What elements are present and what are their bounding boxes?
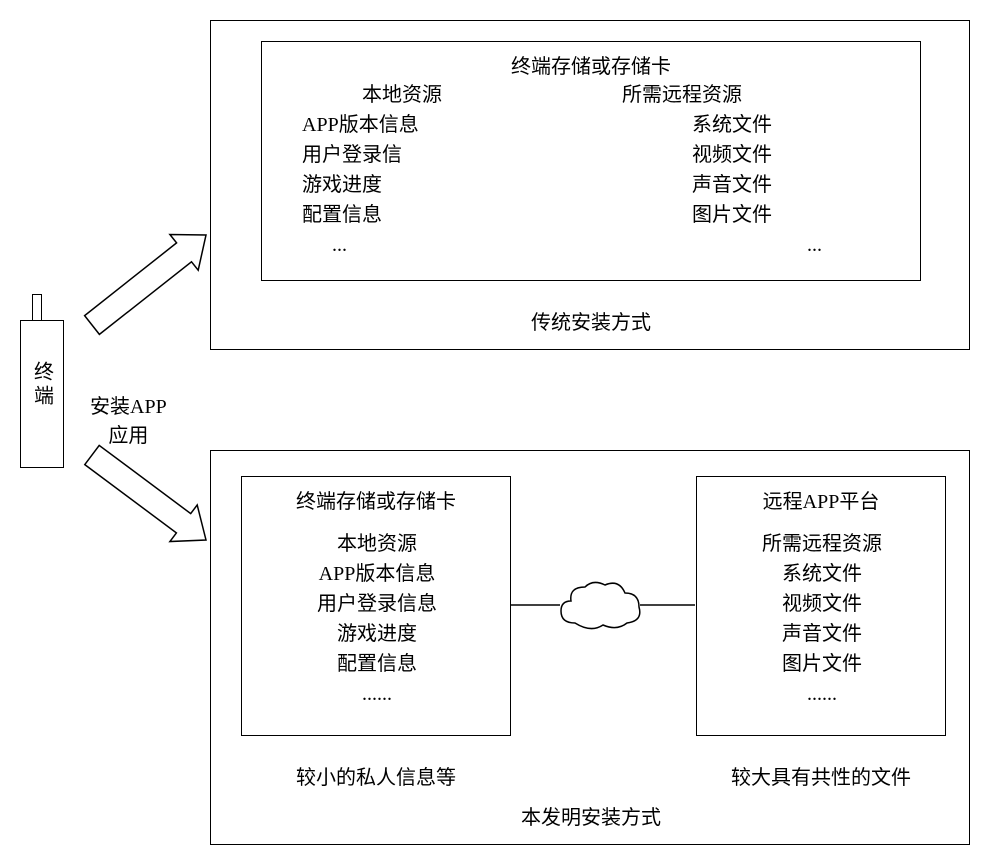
terminal-antenna: [32, 294, 42, 320]
cloud-icon: [555, 575, 645, 637]
upper-inner-panel: 终端存储或存储卡 本地资源APP版本信息用户登录信游戏进度配置信息... 所需远…: [261, 41, 921, 281]
list-item: ......: [697, 679, 947, 709]
lower-left-title: 终端存储或存储卡: [242, 485, 510, 514]
list-item: 图片文件: [622, 200, 842, 230]
lower-caption: 本发明安装方式: [211, 801, 971, 830]
list-item: 本地资源: [302, 80, 502, 110]
lower-right-column: 所需远程资源系统文件视频文件声音文件图片文件......: [697, 529, 947, 709]
install-label-line1: 安装APP: [90, 390, 167, 419]
list-item: 游戏进度: [242, 619, 512, 649]
list-item: APP版本信息: [302, 110, 502, 140]
terminal-box: 终端: [20, 320, 64, 468]
upper-caption: 传统安装方式: [211, 306, 971, 335]
list-item: 配置信息: [242, 649, 512, 679]
list-item: 所需远程资源: [622, 80, 842, 110]
list-item: 用户登录信: [302, 140, 502, 170]
list-item: 配置信息: [302, 200, 502, 230]
list-item: 所需远程资源: [697, 529, 947, 559]
upper-panel: 终端存储或存储卡 本地资源APP版本信息用户登录信游戏进度配置信息... 所需远…: [210, 20, 970, 350]
list-item: 声音文件: [697, 619, 947, 649]
list-item: ......: [242, 679, 512, 709]
list-item: 用户登录信息: [242, 589, 512, 619]
list-item: 系统文件: [697, 559, 947, 589]
list-item: APP版本信息: [242, 559, 512, 589]
list-item: ...: [302, 230, 502, 260]
lower-right-subcaption: 较大具有共性的文件: [696, 761, 946, 790]
upper-right-column: 所需远程资源系统文件视频文件声音文件图片文件...: [622, 80, 842, 260]
upper-left-column: 本地资源APP版本信息用户登录信游戏进度配置信息...: [302, 80, 502, 260]
lower-right-title: 远程APP平台: [697, 485, 945, 514]
lower-panel: 终端存储或存储卡 本地资源APP版本信息用户登录信息游戏进度配置信息......…: [210, 450, 970, 845]
terminal-label: 终端: [28, 361, 57, 409]
list-item: 图片文件: [697, 649, 947, 679]
list-item: ...: [622, 230, 842, 260]
list-item: 本地资源: [242, 529, 512, 559]
list-item: 游戏进度: [302, 170, 502, 200]
lower-left-inner: 终端存储或存储卡 本地资源APP版本信息用户登录信息游戏进度配置信息......: [241, 476, 511, 736]
list-item: 系统文件: [622, 110, 842, 140]
list-item: 声音文件: [622, 170, 842, 200]
upper-title: 终端存储或存储卡: [262, 50, 920, 79]
lower-left-column: 本地资源APP版本信息用户登录信息游戏进度配置信息......: [242, 529, 512, 709]
lower-left-subcaption: 较小的私人信息等: [241, 761, 511, 790]
lower-right-inner: 远程APP平台 所需远程资源系统文件视频文件声音文件图片文件......: [696, 476, 946, 736]
list-item: 视频文件: [622, 140, 842, 170]
list-item: 视频文件: [697, 589, 947, 619]
